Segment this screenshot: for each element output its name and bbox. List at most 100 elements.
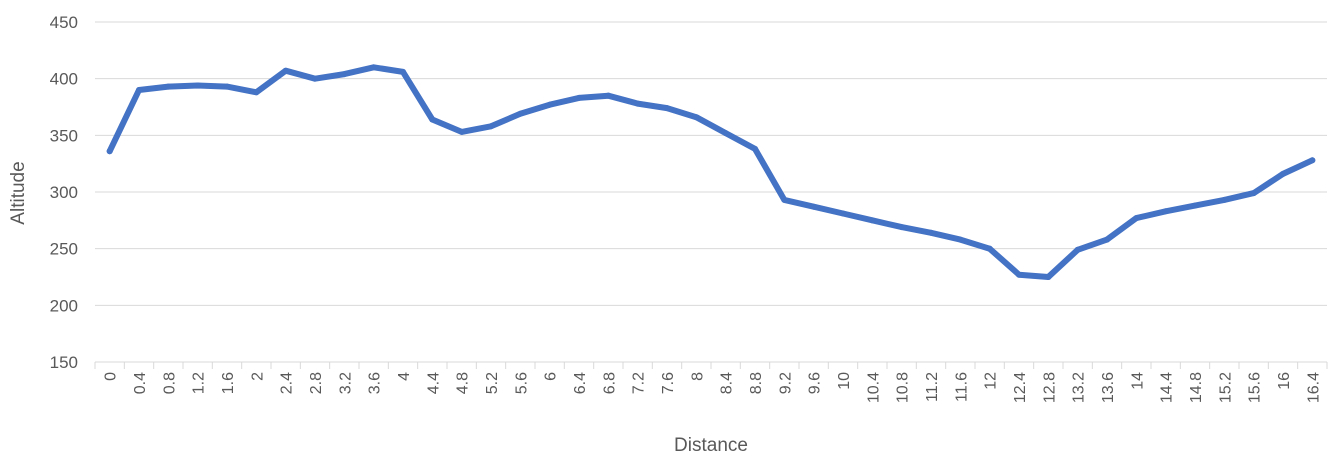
x-axis-title: Distance (674, 435, 748, 456)
data-point (546, 101, 553, 108)
y-axis-title: Altitude (8, 161, 29, 224)
x-tick-label: 3.6 (367, 372, 384, 394)
data-point (224, 83, 230, 90)
x-tick-label: 9.6 (807, 372, 824, 394)
x-tick-label: 7.6 (660, 372, 677, 394)
x-tick-label: 3.2 (337, 372, 354, 394)
x-axis (94, 361, 1328, 369)
data-point (194, 82, 201, 89)
data-point (605, 92, 612, 99)
x-axis-tick-labels: 0 0.4 0.8 1.2 1.6 2 2.4 2.8 3.2 3.6 4 4.4 4.8 5.2 5.6 6… (103, 372, 1323, 403)
x-tick-label: 12 (983, 372, 1000, 390)
data-point (1250, 190, 1257, 197)
x-tick-label: 0 (103, 372, 120, 381)
data-point (400, 68, 406, 75)
x-tick-label: 13.2 (1071, 372, 1088, 403)
x-tick-label: 6.4 (572, 372, 589, 394)
x-tick-label: 13.6 (1100, 372, 1117, 403)
data-point (1280, 170, 1286, 177)
data-point (1192, 202, 1198, 209)
data-point (429, 116, 436, 123)
data-point (1221, 196, 1228, 203)
x-tick-label: 14 (1129, 372, 1146, 390)
x-tick-label: 6.8 (601, 372, 618, 394)
data-point (986, 245, 993, 252)
data-point (1016, 271, 1022, 278)
data-point (165, 83, 172, 90)
x-tick-label: 0.8 (161, 372, 178, 394)
x-tick-label: 2 (249, 372, 266, 381)
data-point (341, 71, 348, 78)
gridlines (95, 21, 1327, 306)
data-point (869, 217, 876, 224)
data-point (810, 203, 817, 210)
x-tick-label: 6 (543, 372, 560, 381)
data-point (634, 100, 641, 107)
y-tick-label: 350 (50, 126, 78, 145)
x-tick-label: 1.2 (191, 372, 208, 394)
x-tick-label: 5.6 (513, 372, 530, 394)
data-point (106, 148, 113, 155)
x-tick-label: 16 (1276, 372, 1293, 390)
x-tick-label: 12.4 (1012, 372, 1029, 403)
data-point (693, 114, 700, 121)
data-point (136, 87, 142, 93)
x-tick-label: 11.2 (924, 372, 941, 402)
data-point (282, 67, 289, 74)
x-tick-label: 8.8 (748, 372, 765, 394)
x-tick-label: 14.4 (1159, 372, 1176, 403)
data-point (517, 110, 524, 117)
y-tick-label: 200 (50, 296, 78, 315)
data-point (1074, 246, 1081, 253)
x-tick-label: 15.6 (1247, 372, 1264, 403)
x-tick-label: 10.8 (895, 372, 912, 403)
y-tick-label: 300 (50, 183, 78, 202)
y-tick-label: 400 (50, 70, 78, 89)
series-layer (106, 64, 1316, 280)
data-point (1133, 215, 1140, 222)
data-point (312, 75, 318, 82)
x-tick-label: 9.2 (777, 372, 794, 394)
data-point (1309, 157, 1316, 164)
x-tick-label: 15.2 (1217, 372, 1234, 403)
data-point (1045, 274, 1052, 280)
x-tick-label: 12.8 (1041, 372, 1058, 403)
x-tick-label: 2.8 (308, 372, 325, 394)
x-tick-label: 8 (689, 372, 706, 381)
data-point (488, 123, 494, 130)
x-tick-label: 4.8 (455, 372, 472, 394)
x-tick-label: 4.4 (425, 372, 442, 394)
y-tick-label: 150 (50, 353, 78, 372)
x-tick-label: 1.6 (220, 372, 237, 394)
x-tick-label: 16.4 (1305, 372, 1322, 403)
x-tick-label: 10.4 (865, 372, 882, 403)
x-tick-label: 11.6 (953, 372, 970, 402)
data-point (458, 128, 465, 135)
data-point (957, 236, 964, 243)
y-tick-label: 450 (50, 13, 78, 32)
data-point (664, 105, 670, 112)
y-axis-tick-labels: 150 200 250 300 350 400 450 (50, 13, 78, 372)
data-point (898, 224, 905, 231)
data-point (576, 94, 582, 101)
data-point (253, 89, 260, 96)
data-point (752, 145, 758, 152)
x-tick-label: 2.4 (279, 372, 296, 394)
x-tick-label: 5.2 (484, 372, 501, 394)
data-point (722, 130, 729, 137)
y-tick-label: 250 (50, 240, 78, 259)
data-point (781, 196, 788, 203)
data-point (1162, 208, 1169, 215)
x-tick-label: 8.4 (719, 372, 736, 394)
series-line (106, 64, 1316, 280)
data-point (1104, 236, 1110, 243)
data-point (928, 229, 934, 236)
x-tick-label: 0.4 (132, 372, 149, 394)
x-tick-label: 14.8 (1188, 372, 1205, 403)
x-tick-label: 4 (396, 372, 413, 381)
data-point (370, 64, 377, 71)
x-tick-label: 10 (836, 372, 853, 390)
x-tick-label: 7.2 (631, 372, 648, 394)
